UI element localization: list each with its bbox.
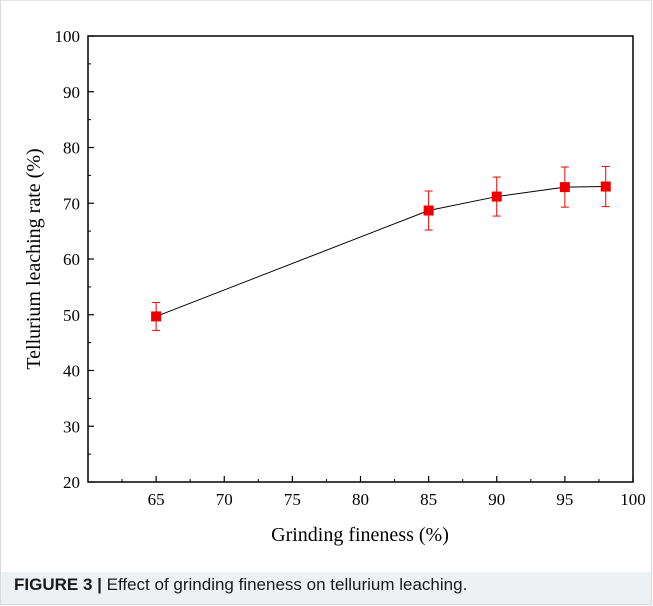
y-tick-label: 100	[55, 27, 81, 46]
figure-label: FIGURE 3 |	[14, 575, 102, 594]
x-tick-label: 90	[488, 490, 505, 509]
y-tick-label: 20	[63, 473, 80, 492]
y-tick-label: 50	[63, 306, 80, 325]
x-tick-label: 85	[420, 490, 437, 509]
caption-text: Effect of grinding fineness on tellurium…	[101, 575, 468, 594]
x-axis-title: Grinding fineness (%)	[271, 524, 449, 546]
x-tick-label: 80	[352, 490, 369, 509]
x-tick-label: 95	[556, 490, 573, 509]
plot-area	[87, 35, 634, 483]
y-tick-label: 60	[63, 250, 80, 269]
x-tick-label: 100	[620, 490, 646, 509]
x-tick-label: 65	[148, 490, 165, 509]
y-tick-label: 40	[63, 362, 80, 381]
x-tick-label: 75	[284, 490, 301, 509]
plot-layer	[151, 165, 611, 331]
y-tick-label: 80	[63, 139, 80, 158]
caption-band	[1, 572, 651, 604]
series-line	[155, 186, 606, 317]
figure-caption: FIGURE 3 | Effect of grinding fineness o…	[14, 575, 467, 595]
y-tick-label: 90	[63, 83, 80, 102]
data-point	[559, 182, 570, 193]
y-axis-title: Tellurium leaching rate (%)	[23, 148, 45, 369]
y-tick-label: 30	[63, 417, 80, 436]
y-tick-label: 70	[63, 194, 80, 213]
x-tick-label: 70	[216, 490, 233, 509]
data-point	[151, 311, 162, 322]
axis-ticks: 20 30 40 50 60 70 80 90 100 65 70 75 80 85 90 95 100	[55, 27, 646, 509]
data-point	[600, 181, 611, 192]
chart: 20 30 40 50 60 70 80 90 100 65 70 75 80 85 90 95 100 Gri…	[23, 27, 646, 546]
data-point	[423, 205, 434, 216]
data-point	[491, 191, 502, 202]
